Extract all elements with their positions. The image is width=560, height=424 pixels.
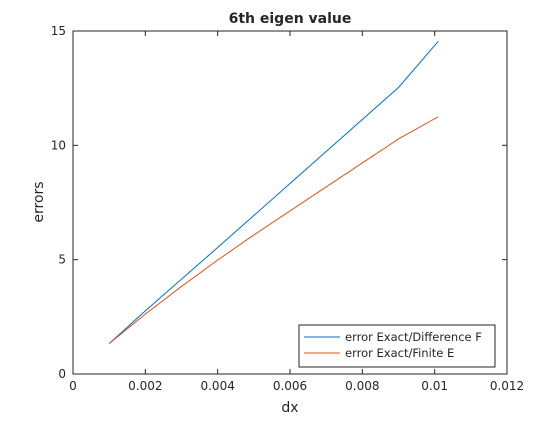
plot-area <box>73 31 507 374</box>
x-tick-label: 0.012 <box>490 379 524 393</box>
x-tick-label: 0.004 <box>200 379 234 393</box>
y-axis-label: errors <box>31 181 47 222</box>
y-tick-label: 5 <box>58 253 66 267</box>
series-line-2 <box>108 116 439 344</box>
series-group <box>108 40 439 344</box>
legend-box <box>298 324 496 368</box>
y-tick-label: 0 <box>58 367 66 381</box>
series-line-1 <box>108 40 439 344</box>
x-tick-label: 0.006 <box>273 379 307 393</box>
x-tick-label: 0.01 <box>421 379 448 393</box>
y-tick-label: 10 <box>51 138 66 152</box>
axes: 0 0.002 0.004 0.006 0.008 0.01 0.012 0 5 10 15 <box>51 24 524 393</box>
legend-label-1: error Exact/Difference F <box>345 330 482 344</box>
legend: error Exact/Difference F error Exact/Fini… <box>298 324 496 368</box>
x-tick-label: 0 <box>69 379 77 393</box>
x-tick-label: 0.002 <box>128 379 162 393</box>
x-axis-label: dx <box>281 400 298 416</box>
x-tick-label: 0.008 <box>345 379 379 393</box>
chart-title: 6th eigen value <box>229 11 352 27</box>
y-tick-label: 15 <box>51 24 66 38</box>
legend-label-2: error Exact/Finite E <box>345 346 454 360</box>
